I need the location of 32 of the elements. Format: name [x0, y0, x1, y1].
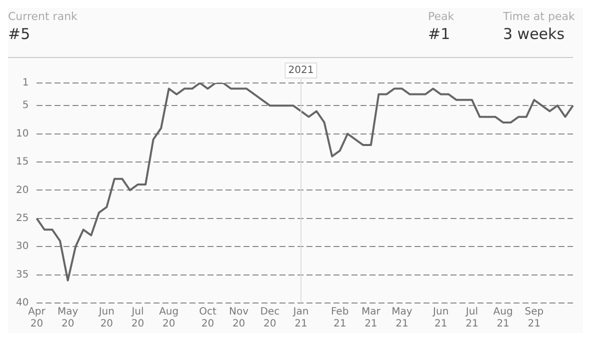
x-tick-label: Feb 21	[330, 306, 349, 330]
text: Current rank	[8, 10, 78, 23]
y-tick-label: 15	[16, 156, 29, 168]
x-tick-label: Jul 20	[130, 306, 144, 330]
x-tick-label: Oct 20	[199, 306, 216, 330]
y-tick-label: 10	[16, 128, 29, 140]
x-tick-label: Nov 20	[229, 306, 249, 330]
x-tick-label: Sep 21	[524, 306, 544, 330]
x-tick-label: May 20	[57, 306, 78, 330]
x-tick-label: Jul 21	[464, 306, 478, 330]
x-tick-label: May 21	[392, 306, 412, 330]
y-tick-label: 20	[16, 184, 29, 196]
x-tick-label: Mar 21	[361, 306, 382, 330]
y-tick-label: 1	[22, 78, 29, 89]
text: 3 weeks	[503, 25, 566, 43]
x-tick-label: Apr 20	[28, 306, 46, 330]
x-tick-label: Jun 21	[432, 306, 449, 330]
x-tick-label: Jun 20	[98, 306, 114, 330]
y-tick-label: 40	[16, 298, 29, 309]
x-tick-label: Dec 20	[260, 306, 280, 330]
x-tick-label: Jan 21	[292, 306, 309, 330]
ref-line-label: 2021	[288, 65, 314, 76]
text: Peak	[428, 10, 454, 23]
y-tick-label: 25	[16, 212, 29, 224]
text: #5	[8, 25, 32, 43]
text: Time at peak	[503, 10, 575, 23]
y-tick-label: 35	[16, 269, 29, 280]
x-tick-label: Aug 21	[493, 306, 513, 330]
text: #1	[428, 25, 452, 43]
y-tick-label: 5	[22, 100, 29, 112]
y-tick-label: 30	[16, 241, 29, 252]
x-tick-label: Aug 20	[159, 306, 179, 330]
